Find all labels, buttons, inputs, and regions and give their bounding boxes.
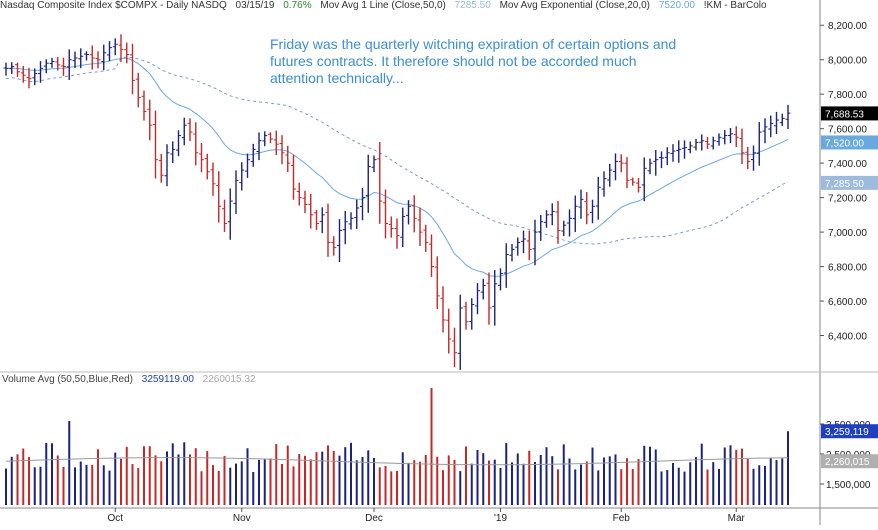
volume-tick-label: 1,500,000	[826, 480, 871, 491]
price-tick-label: 8,200.00	[828, 21, 867, 32]
date-label: '19	[494, 513, 507, 524]
volume-value: 3259119.00	[141, 374, 194, 385]
volume-avg-line	[5, 457, 789, 466]
header-date: 03/15/19	[235, 0, 275, 11]
ma50-tag-bg	[821, 175, 878, 190]
ema-label: Mov Avg Exponential (Close,20,0)	[499, 0, 651, 11]
price-tick-label: 7,000.00	[828, 228, 867, 239]
price-tick-label: 7,600.00	[828, 125, 867, 136]
header-change: 0.76%	[283, 0, 312, 11]
price-tick-label: 6,800.00	[828, 263, 867, 274]
ema-value: 7520.00	[658, 0, 695, 11]
price-tick-label: 7,200.00	[828, 194, 867, 205]
price-tick-label: 7,400.00	[828, 159, 867, 170]
volume-last-tag-bg	[821, 424, 878, 439]
volume-avg-tag: 2,260,015	[825, 457, 870, 468]
ma50-tag: 7,285.50	[825, 179, 864, 190]
ema20-line	[5, 57, 789, 277]
symbol-title: Nasdaq Composite Index $COMPX - Daily NA…	[0, 0, 227, 11]
date-label: Nov	[233, 513, 251, 524]
extra-indicator: !KM - BarColo	[703, 0, 767, 11]
last-price-tag: 7,688.53	[825, 109, 864, 120]
ema20-tag-bg	[821, 135, 878, 150]
volume-last-tag: 3,259,119	[825, 427, 869, 438]
chart-header: Nasdaq Composite Index $COMPX - Daily NA…	[0, 0, 820, 16]
date-label: Feb	[613, 513, 631, 524]
price-tick-label: 6,600.00	[828, 297, 867, 308]
price-tick-label: 6,400.00	[828, 332, 867, 343]
ema20-tag: 7,520.00	[825, 138, 864, 149]
volume-avg-value: 2260015.32	[202, 374, 256, 385]
volume-label: Volume Avg (50,50,Blue,Red)	[2, 374, 134, 385]
date-label: Mar	[728, 513, 746, 524]
volume-avg-tag-bg	[821, 454, 878, 469]
price-tick-label: 7,800.00	[828, 90, 867, 101]
date-label: Dec	[365, 513, 383, 524]
ma50-line	[5, 56, 789, 245]
annotation-text: Friday was the quarterly witching expira…	[270, 36, 677, 86]
ma1-value: 7285.50	[454, 0, 491, 11]
volume-header: Volume Avg (50,50,Blue,Red) 3259119.00 2…	[2, 374, 262, 385]
ma1-label: Mov Avg 1 Line (Close,50,0)	[320, 0, 446, 11]
last-price-tag-bg	[821, 106, 878, 121]
date-label: Oct	[107, 513, 123, 524]
price-tick-label: 8,000.00	[828, 56, 867, 67]
